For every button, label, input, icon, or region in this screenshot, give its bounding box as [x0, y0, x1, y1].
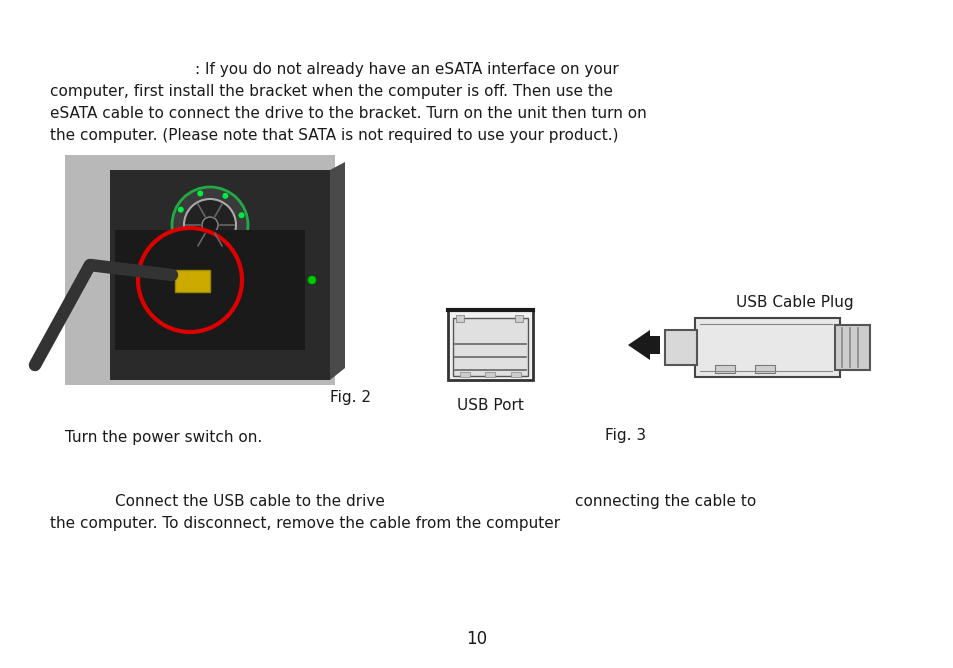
- Bar: [664, 330, 697, 365]
- Circle shape: [308, 276, 315, 284]
- Bar: [695, 318, 840, 377]
- Text: connecting the cable to: connecting the cable to: [575, 494, 756, 509]
- Bar: [511, 372, 520, 377]
- Text: eSATA cable to connect the drive to the bracket. Turn on the unit then turn on: eSATA cable to connect the drive to the …: [50, 106, 646, 121]
- Polygon shape: [330, 162, 345, 380]
- Bar: [459, 372, 470, 377]
- Bar: [714, 365, 734, 373]
- Bar: [65, 155, 335, 385]
- Text: : If you do not already have an eSATA interface on your: : If you do not already have an eSATA in…: [194, 62, 618, 77]
- Bar: [834, 325, 869, 370]
- Text: Fig. 3: Fig. 3: [604, 428, 645, 443]
- Circle shape: [216, 254, 222, 260]
- Bar: [448, 310, 533, 380]
- Text: Connect the USB cable to the drive: Connect the USB cable to the drive: [115, 494, 384, 509]
- Circle shape: [202, 217, 218, 233]
- Bar: [453, 318, 527, 376]
- Circle shape: [238, 212, 244, 218]
- Text: the computer. To disconnect, remove the cable from the computer: the computer. To disconnect, remove the …: [50, 516, 559, 531]
- Circle shape: [197, 190, 203, 196]
- Text: the computer. (Please note that SATA is not required to use your product.): the computer. (Please note that SATA is …: [50, 128, 618, 143]
- Bar: [754, 365, 774, 373]
- Circle shape: [177, 206, 184, 212]
- Circle shape: [222, 193, 228, 199]
- Bar: [115, 230, 305, 350]
- Text: computer, first install the bracket when the computer is off. Then use the: computer, first install the bracket when…: [50, 84, 613, 99]
- Bar: [515, 315, 522, 322]
- Circle shape: [236, 237, 242, 243]
- Circle shape: [172, 187, 248, 263]
- Bar: [174, 270, 210, 292]
- Text: 10: 10: [466, 630, 487, 648]
- Text: Turn the power switch on.: Turn the power switch on.: [65, 430, 262, 445]
- Bar: [456, 315, 463, 322]
- Bar: [484, 372, 495, 377]
- FancyArrow shape: [627, 330, 659, 360]
- Circle shape: [184, 199, 235, 251]
- Text: USB Cable Plug: USB Cable Plug: [736, 295, 853, 310]
- Circle shape: [175, 232, 181, 238]
- Bar: [110, 170, 330, 380]
- Text: Fig. 2: Fig. 2: [330, 390, 371, 405]
- Text: USB Port: USB Port: [456, 398, 523, 413]
- Circle shape: [192, 251, 197, 257]
